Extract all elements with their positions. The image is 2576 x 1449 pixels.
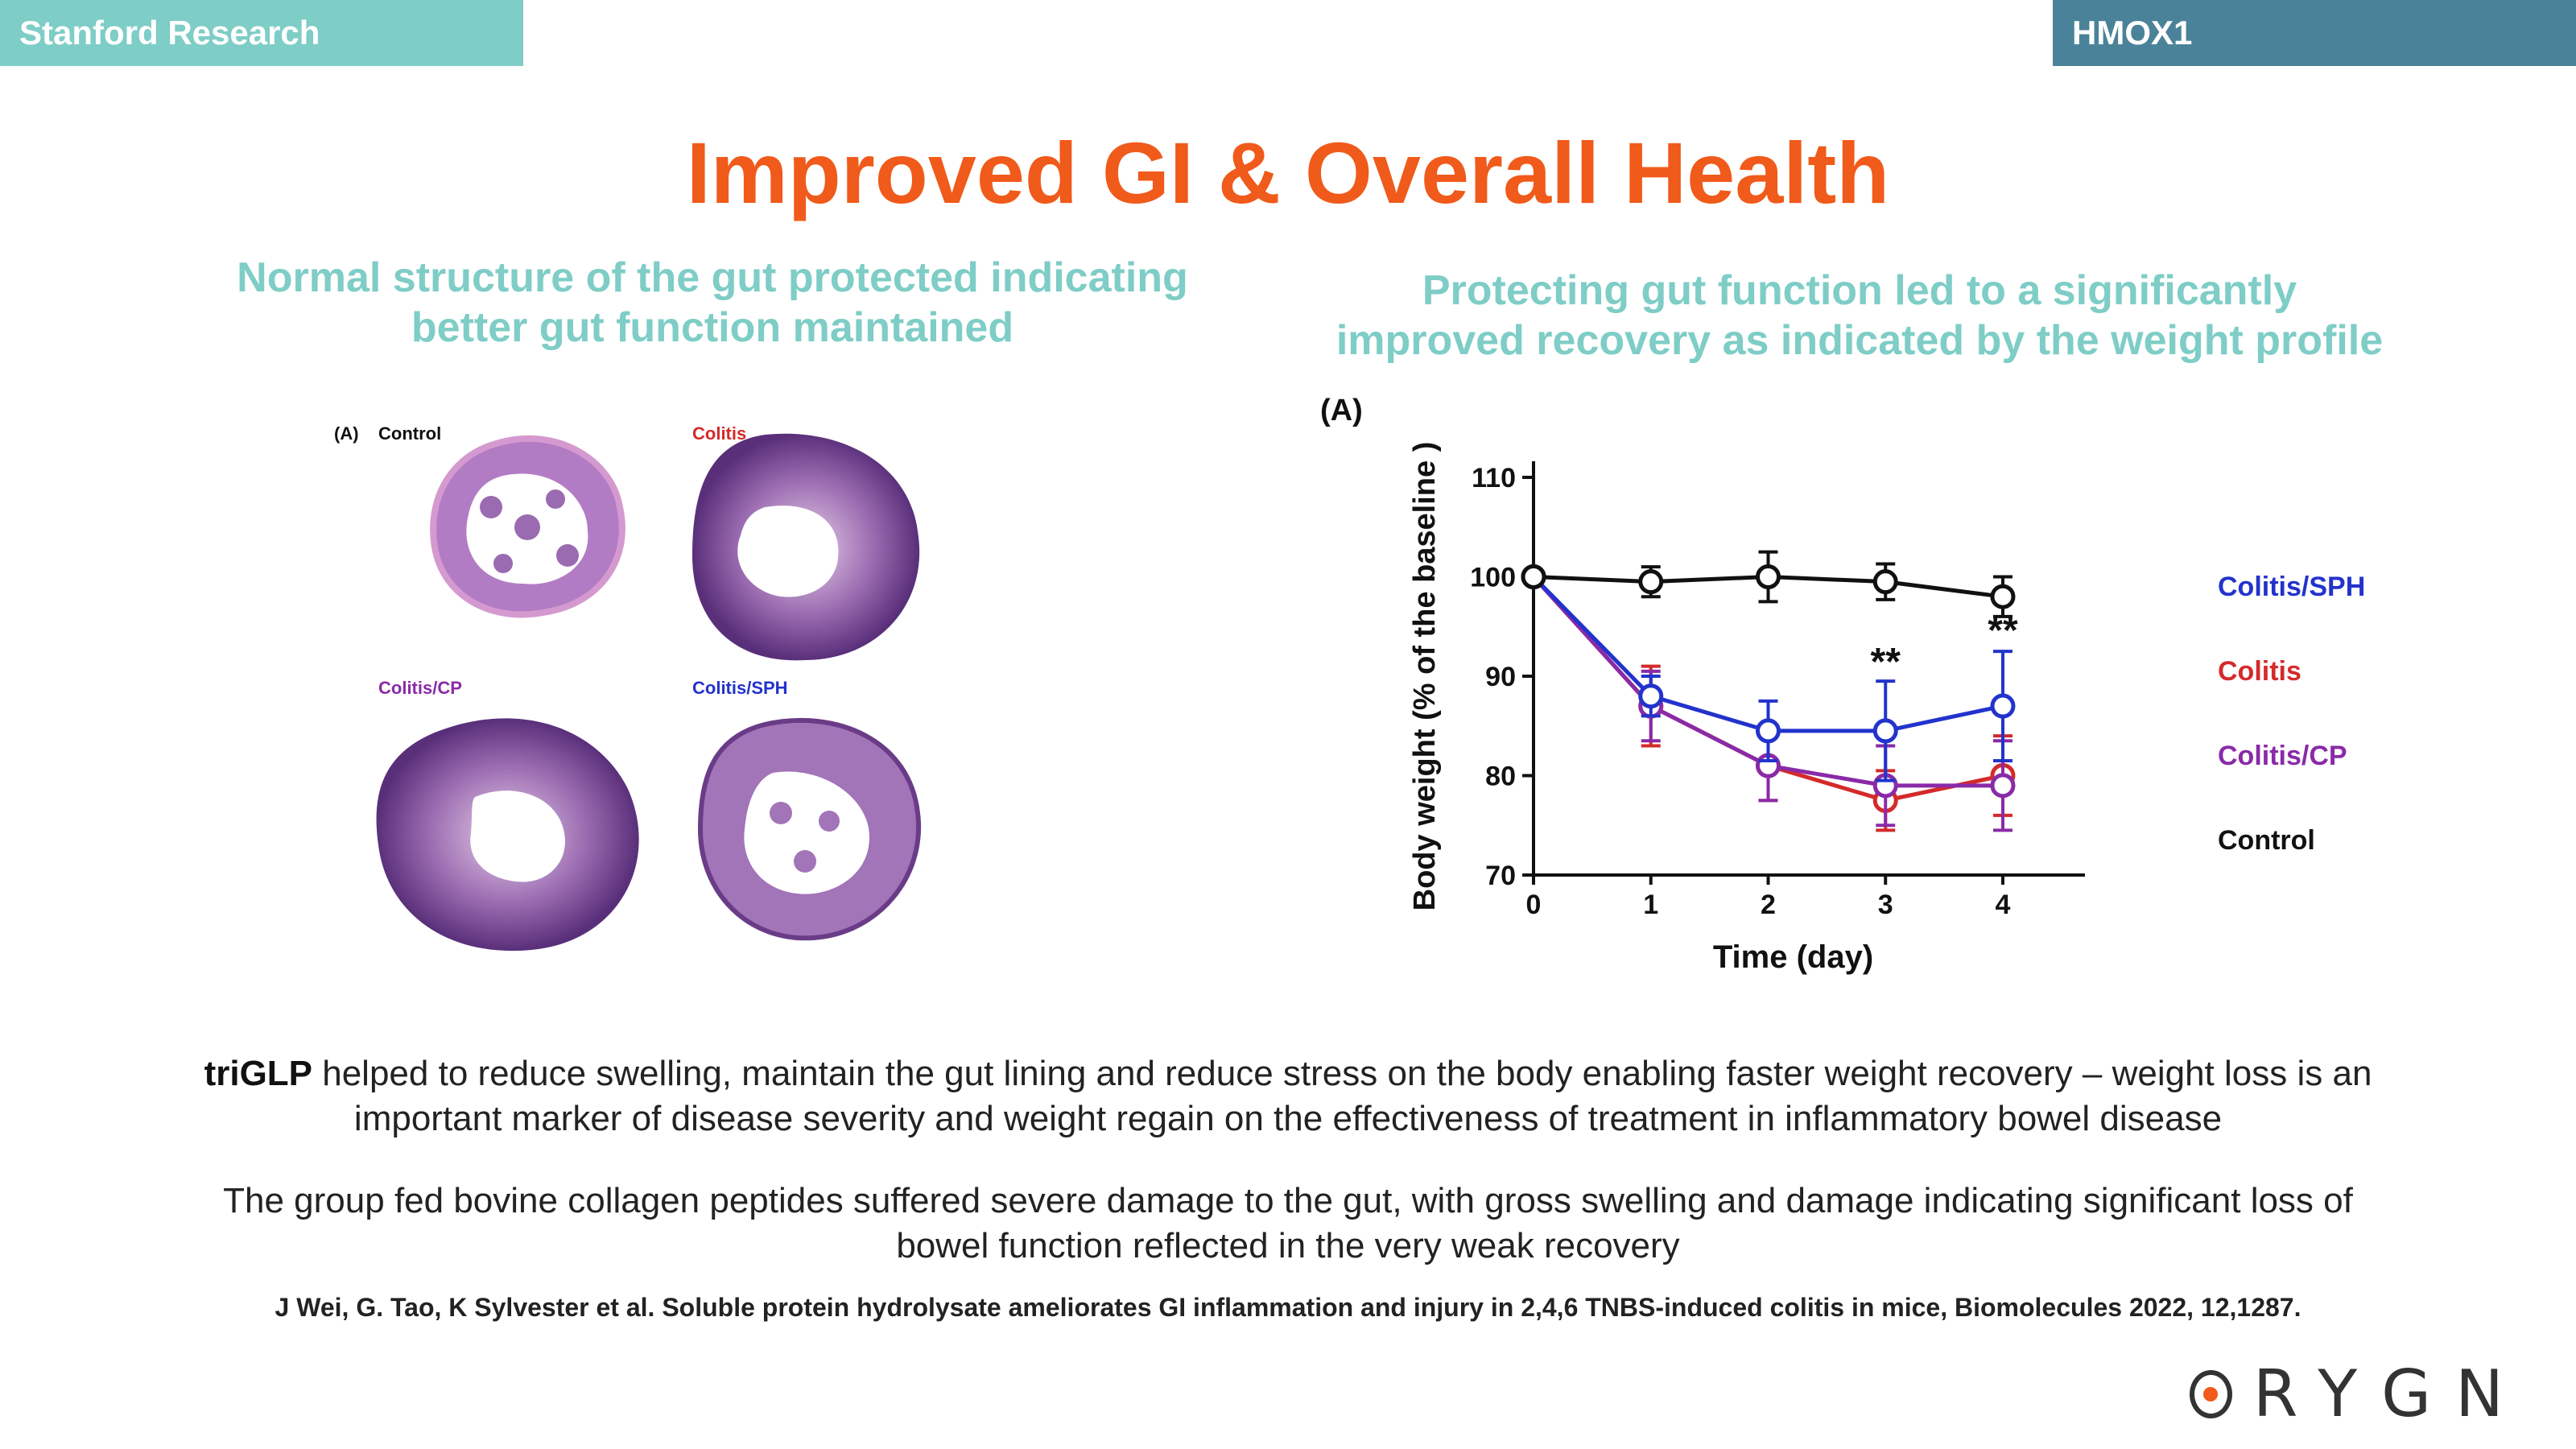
citation: J Wei, G. Tao, K Sylvester et al. Solubl… <box>275 1293 2301 1322</box>
data-point <box>1755 564 1781 589</box>
legend-entry-colitis-cp: Colitis/CP <box>2218 741 2347 771</box>
y-axis-label: Body weight (% of the baseline ) <box>1408 442 1442 911</box>
data-point <box>1872 718 1898 744</box>
x-tick-label: 4 <box>1996 890 2011 920</box>
weight-chart: (A) 70 80 90 100 110 0 1 2 3 4 Time (day) Body weigh… <box>1312 386 2439 998</box>
x-tick-label: 2 <box>1761 890 1776 920</box>
histology-label-colitis: Colitis <box>692 423 746 444</box>
right-subtitle-line1: Protecting gut function led to a signifi… <box>1422 267 2297 314</box>
histology-svg: (A) Control Colitis Colitis/CP Colitis/S… <box>334 423 922 952</box>
legend-entry-colitis: Colitis <box>2218 656 2301 687</box>
y-tick-label: 80 <box>1485 762 1516 792</box>
x-axis-label: Time (day) <box>1713 939 1873 975</box>
body-paragraph-1: triGLP helped to reduce swelling, mainta… <box>113 1051 2463 1141</box>
data-point <box>1872 569 1898 595</box>
histology-label-sph: Colitis/SPH <box>692 678 788 698</box>
significance-annotation: ** <box>1871 641 1901 683</box>
logo-mark-icon <box>2190 1370 2232 1418</box>
histology-figure: (A) Control Colitis Colitis/CP Colitis/S… <box>314 394 1022 974</box>
data-point <box>1638 569 1664 595</box>
hmox1-tag: HMOX1 <box>2053 0 2576 66</box>
legend-entry-control: Control <box>2218 825 2315 856</box>
logo-text: RYGN <box>2252 1356 2528 1431</box>
right-subtitle-line2: improved recovery as indicated by the we… <box>1335 317 2384 364</box>
stanford-research-tag: Stanford Research <box>0 0 523 66</box>
p1-line1: helped to reduce swelling, maintain the … <box>312 1054 2372 1093</box>
p2-line2: bowel function reflected in the very wea… <box>896 1226 1680 1265</box>
p1-line2: important marker of disease severity and… <box>353 1099 2223 1138</box>
left-subtitle: Normal structure of the gut protected in… <box>193 253 1232 353</box>
histology-label-control: Control <box>378 423 441 444</box>
y-tick-label: 70 <box>1485 861 1516 891</box>
chart-panel-label: (A) <box>1320 394 1363 427</box>
triglp-bold: triGLP <box>204 1054 313 1093</box>
y-tick-label: 110 <box>1472 463 1516 493</box>
right-subtitle: Protecting gut function led to a signifi… <box>1296 266 2423 365</box>
colitis-sph-section <box>697 717 922 941</box>
left-subtitle-line1: Normal structure of the gut protected in… <box>237 254 1188 301</box>
orygn-logo: RYGN <box>2190 1362 2528 1426</box>
data-point <box>1521 564 1546 589</box>
weight-chart-svg: (A) 70 80 90 100 110 0 1 2 3 4 Time (day) Body weigh… <box>1320 394 2365 975</box>
page-title: Improved GI & Overall Health <box>686 124 1890 221</box>
x-tick-label: 1 <box>1643 890 1658 920</box>
significance-annotation: ** <box>1988 609 2018 652</box>
data-point <box>1990 773 2016 799</box>
colitis-section <box>692 433 920 661</box>
x-tick-label: 3 <box>1878 890 1893 920</box>
p2-line1: The group fed bovine collagen peptides s… <box>223 1181 2353 1220</box>
data-point <box>1990 693 2016 719</box>
legend-entry-colitis-sph: Colitis/SPH <box>2218 572 2365 602</box>
histology-label-cp: Colitis/CP <box>378 678 462 698</box>
data-point <box>1638 683 1664 709</box>
y-tick-label: 100 <box>1470 563 1516 593</box>
y-tick-label: 90 <box>1485 662 1516 692</box>
x-tick-label: 0 <box>1526 890 1542 920</box>
body-paragraph-2: The group fed bovine collagen peptides s… <box>113 1179 2463 1269</box>
histology-panel-label: (A) <box>334 423 359 444</box>
left-subtitle-line2: better gut function maintained <box>411 304 1014 351</box>
data-point <box>1990 584 2016 609</box>
data-point <box>1755 718 1781 744</box>
colitis-cp-section <box>376 718 639 952</box>
control-section <box>430 435 625 618</box>
